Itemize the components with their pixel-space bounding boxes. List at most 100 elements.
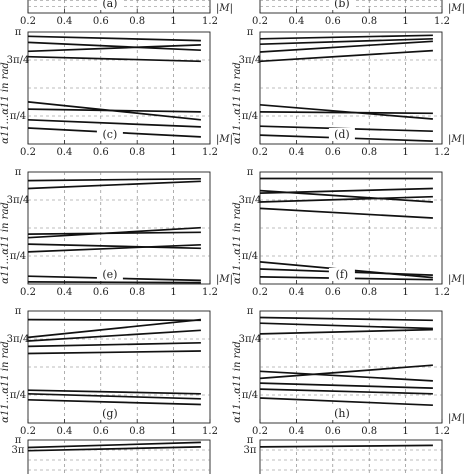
series-line-6 <box>27 243 201 253</box>
series-line-8 <box>27 398 201 406</box>
panel-label-bg <box>96 268 123 281</box>
x-tick-label: 1.2 <box>434 147 450 158</box>
y-tick-label: π <box>247 27 254 38</box>
x-tick-label: 0.8 <box>361 287 377 298</box>
series-line-5 <box>27 243 201 250</box>
x-tick-label: 1 <box>170 426 176 437</box>
y-tick-label: 3π/4 <box>7 334 30 345</box>
y-tick-label: 3π <box>244 445 257 456</box>
y-axis-label: α11...α11 in rad <box>232 341 243 423</box>
x-tick-label: 0.2 <box>252 16 268 27</box>
series-line-7 <box>259 388 433 395</box>
panel-label: (g) <box>102 407 118 420</box>
y-tick-label: π <box>247 435 254 446</box>
y-tick-label: π/4 <box>242 251 258 262</box>
x-tick-label: 0.8 <box>129 147 145 158</box>
x-tick-label: 1 <box>170 287 176 298</box>
x-tick-label: 0.2 <box>20 147 36 158</box>
panel-label: (c) <box>103 128 118 141</box>
x-tick-label: 0.4 <box>288 287 304 298</box>
x-tick-label: 0.2 <box>20 287 36 298</box>
panel-label: (a) <box>102 0 117 10</box>
panel-label: (e) <box>102 268 117 281</box>
x-tick-label: 0.8 <box>129 426 145 437</box>
series-line-5 <box>27 350 201 355</box>
y-tick-label: π <box>15 27 22 38</box>
series-line-4 <box>259 195 433 203</box>
y-tick-label: π/4 <box>242 111 258 122</box>
x-axis-label: |M| <box>448 134 465 145</box>
y-tick-label: π <box>15 167 22 178</box>
series-line-2 <box>27 180 201 190</box>
series-line-2 <box>259 322 433 330</box>
panel-label: (d) <box>334 128 350 141</box>
chart-panel-1: 0.2 0.4 0.6 0.8 1 1.2 |M| (a) <box>20 0 233 27</box>
series-line-8 <box>259 397 433 407</box>
x-tick-label: 1.2 <box>434 426 450 437</box>
x-tick-label: 1 <box>402 426 408 437</box>
series-line-1 <box>27 35 201 42</box>
y-axis-label: α11...α11 in rad <box>232 202 243 284</box>
x-tick-label: 1.2 <box>434 287 450 298</box>
series-line-4 <box>27 226 201 239</box>
x-tick-label: 0.4 <box>288 147 304 158</box>
series-line-5 <box>259 207 433 219</box>
series-line-2 <box>27 318 201 339</box>
series-line-6 <box>27 108 201 113</box>
x-tick-label: 0.8 <box>361 426 377 437</box>
series-line-1 <box>259 34 433 40</box>
series-line-7 <box>27 118 201 128</box>
x-tick-label: 0.4 <box>288 16 304 27</box>
panel-label-bg <box>328 407 355 420</box>
series-line-6 <box>27 389 201 395</box>
y-tick-label: 3π/4 <box>239 195 262 206</box>
series-line-2 <box>27 446 201 452</box>
x-axis-label: |M| <box>216 274 233 285</box>
x-tick-label: 1.2 <box>434 16 450 27</box>
series-line-6 <box>259 382 433 389</box>
x-tick-label: 0.6 <box>93 426 109 437</box>
panel-label-bg <box>328 0 355 10</box>
panel-label-bg <box>96 128 123 141</box>
x-axis-label: |M| <box>216 3 233 14</box>
x-tick-label: 1 <box>402 147 408 158</box>
x-tick-label: 0.8 <box>361 147 377 158</box>
x-tick-label: 0.4 <box>56 147 72 158</box>
panel-label-bg <box>328 128 355 141</box>
series-line-4 <box>27 341 201 348</box>
panel-label: (f) <box>336 268 349 281</box>
x-tick-label: 0.8 <box>361 16 377 27</box>
series-line-1 <box>27 441 201 449</box>
y-tick-label: π/4 <box>10 390 26 401</box>
x-tick-label: 0.4 <box>56 287 72 298</box>
series-line-3 <box>259 40 433 53</box>
chart-panel-2: 0.2 0.4 0.6 0.8 1 1.2 |M| (b) <box>252 0 465 27</box>
panel-label-bg <box>328 268 355 281</box>
series-line-4 <box>259 49 433 63</box>
x-tick-label: 1.2 <box>202 426 218 437</box>
y-axis-label: α11...α11 in rad <box>0 202 11 284</box>
series-line-1 <box>27 318 201 322</box>
x-tick-label: 0.4 <box>288 426 304 437</box>
y-tick-label: 3π/4 <box>7 195 30 206</box>
y-tick-label: π <box>247 167 254 178</box>
series-line-3 <box>27 44 201 53</box>
y-tick-label: π <box>247 306 254 317</box>
y-tick-label: π/4 <box>242 390 258 401</box>
y-tick-label: π/4 <box>10 251 26 262</box>
y-axis-label: α11...α11 in rad <box>0 341 11 423</box>
x-tick-label: 1 <box>170 16 176 27</box>
x-tick-label: 0.6 <box>93 16 109 27</box>
panel-label-bg <box>96 407 123 420</box>
x-tick-label: 0.2 <box>20 16 36 27</box>
x-tick-label: 1.2 <box>202 287 218 298</box>
y-tick-label: 3π <box>12 445 25 456</box>
y-tick-label: π <box>15 435 22 446</box>
x-tick-label: 0.2 <box>252 287 268 298</box>
x-tick-label: 0.2 <box>252 147 268 158</box>
